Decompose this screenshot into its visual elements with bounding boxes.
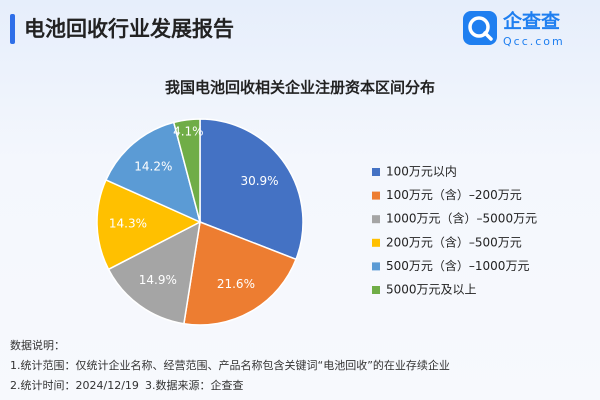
legend-label: 5000万元及以上 <box>386 283 477 297</box>
legend-label: 100万元以内 <box>386 165 457 179</box>
legend-swatch <box>372 238 380 247</box>
pie-slice <box>183 220 297 326</box>
legend-label: 200万元（含）–500万元 <box>386 234 522 249</box>
data-label: 21.6% <box>217 277 255 291</box>
note: 1.统计范围：仅统计企业名称、经营范围、产品名称包含关键词“电池回收”的在业存续… <box>10 358 450 372</box>
legend-label: 500万元（含）–1000万元 <box>386 258 529 273</box>
note: 3.数据来源：企查查 <box>145 378 244 392</box>
legend-swatch <box>372 191 380 200</box>
page-title: 电池回收行业发展报告 <box>24 17 234 41</box>
chart-title: 我国电池回收相关企业注册资本区间分布 <box>165 79 435 97</box>
pie-slice <box>105 121 202 224</box>
logo-icon <box>463 11 497 45</box>
legend-label: 100万元（含）–200万元 <box>386 187 522 202</box>
title-bar <box>10 14 15 44</box>
pie-slice <box>96 178 202 271</box>
data-label: 14.9% <box>139 273 177 287</box>
legend-label: 1000万元（含）–5000万元 <box>386 211 537 226</box>
data-label: 14.2% <box>134 160 172 174</box>
pie-slice <box>199 118 304 261</box>
pie-slice <box>172 118 201 223</box>
logo-text: 企查查 <box>502 10 561 33</box>
legend-swatch <box>372 262 380 271</box>
logo-sub: Qcc.com <box>503 35 565 48</box>
data-label: 14.3% <box>109 217 147 231</box>
data-label: 30.9% <box>240 174 278 188</box>
legend-swatch <box>372 168 380 176</box>
note: 数据说明： <box>10 338 65 352</box>
note: 2.统计时间：2024/12/19 <box>10 379 139 392</box>
pie-slice <box>107 220 201 325</box>
legend-swatch <box>372 215 380 224</box>
legend-swatch <box>372 286 380 294</box>
data-label: 4.1% <box>173 125 204 139</box>
